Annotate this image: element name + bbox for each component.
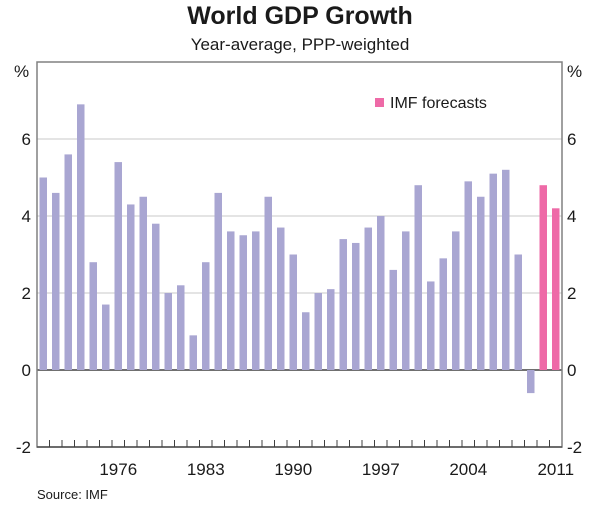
- bar-actual-2003: [452, 231, 460, 370]
- bar-actual-2008: [514, 254, 522, 370]
- y-tick-label-right: 0: [567, 361, 576, 380]
- bar-actual-1991: [302, 312, 310, 370]
- bar-actual-1978: [139, 196, 147, 370]
- y-tick-label-left: 4: [22, 207, 31, 226]
- bar-actual-2009: [527, 370, 535, 394]
- x-tick-label: 2011: [537, 460, 574, 479]
- bar-actual-1984: [214, 192, 222, 370]
- tick-labels: -2 -2 0 0 2 2 4 4 6 6 1976 1983 1990 1997 2004 2011: [16, 130, 582, 479]
- y-tick-label-right: 2: [567, 284, 576, 303]
- legend-swatch: [375, 98, 384, 107]
- bar-actual-1994: [339, 239, 347, 370]
- bar-actual-1998: [389, 269, 397, 370]
- bar-actual-1993: [327, 289, 335, 370]
- bar-actual-1979: [152, 223, 160, 370]
- bar-actual-1989: [277, 227, 285, 370]
- bar-forecast-2010: [539, 185, 547, 370]
- bar-actual-2005: [477, 196, 485, 370]
- x-tick-label: 1983: [187, 460, 225, 479]
- bar-actual-1990: [289, 254, 297, 370]
- x-tick-label: 1997: [362, 460, 400, 479]
- y-tick-label-right: 4: [567, 207, 576, 226]
- chart-title: World GDP Growth: [187, 2, 413, 30]
- bars: [39, 104, 560, 394]
- bar-actual-1970: [39, 177, 47, 370]
- gridlines: [37, 138, 562, 371]
- bar-actual-1986: [239, 235, 247, 370]
- x-tick-label: 1990: [274, 460, 312, 479]
- y-tick-label-right: 6: [567, 130, 576, 149]
- bar-actual-1982: [189, 335, 197, 370]
- bar-actual-1996: [364, 227, 372, 370]
- bar-actual-2004: [464, 181, 472, 370]
- y-tick-label-left: -2: [16, 438, 31, 457]
- y-axis-unit-left: %: [14, 62, 30, 81]
- bar-actual-1976: [114, 162, 122, 370]
- bar-actual-2002: [439, 258, 447, 370]
- y-axis-unit-right: %: [567, 62, 583, 81]
- bar-actual-1980: [164, 293, 172, 370]
- bar-actual-2007: [502, 169, 510, 370]
- bar-actual-1981: [177, 285, 185, 370]
- bar-actual-2001: [427, 281, 435, 370]
- y-tick-label-left: 0: [22, 361, 31, 380]
- axes: [36, 61, 563, 448]
- bar-actual-1995: [352, 242, 360, 370]
- bar-actual-1973: [77, 104, 85, 370]
- bar-actual-2000: [414, 185, 422, 370]
- y-tick-label-left: 2: [22, 284, 31, 303]
- bar-actual-1972: [64, 154, 72, 370]
- y-tick-label-right: -2: [567, 438, 582, 457]
- x-tick-label: 2004: [449, 460, 487, 479]
- source-note: Source: IMF: [37, 487, 108, 502]
- legend: IMF forecasts: [375, 95, 487, 112]
- bar-actual-1977: [127, 204, 135, 370]
- bar-actual-1974: [89, 262, 97, 370]
- bar-actual-1988: [264, 196, 272, 370]
- bar-actual-1992: [314, 293, 322, 370]
- chart-subtitle: Year-average, PPP-weighted: [190, 35, 410, 54]
- bar-actual-1975: [102, 304, 110, 370]
- bar-actual-1987: [252, 231, 260, 370]
- bar-actual-1983: [202, 262, 210, 370]
- y-tick-label-left: 6: [22, 130, 31, 149]
- bar-actual-1971: [52, 192, 60, 370]
- bar-forecast-2011: [552, 208, 560, 370]
- bar-actual-1999: [402, 231, 410, 370]
- x-tick-label: 1976: [99, 460, 137, 479]
- bar-actual-2006: [489, 173, 497, 370]
- bar-actual-1985: [227, 231, 235, 370]
- legend-label: IMF forecasts: [390, 95, 487, 112]
- bar-actual-1997: [377, 216, 385, 370]
